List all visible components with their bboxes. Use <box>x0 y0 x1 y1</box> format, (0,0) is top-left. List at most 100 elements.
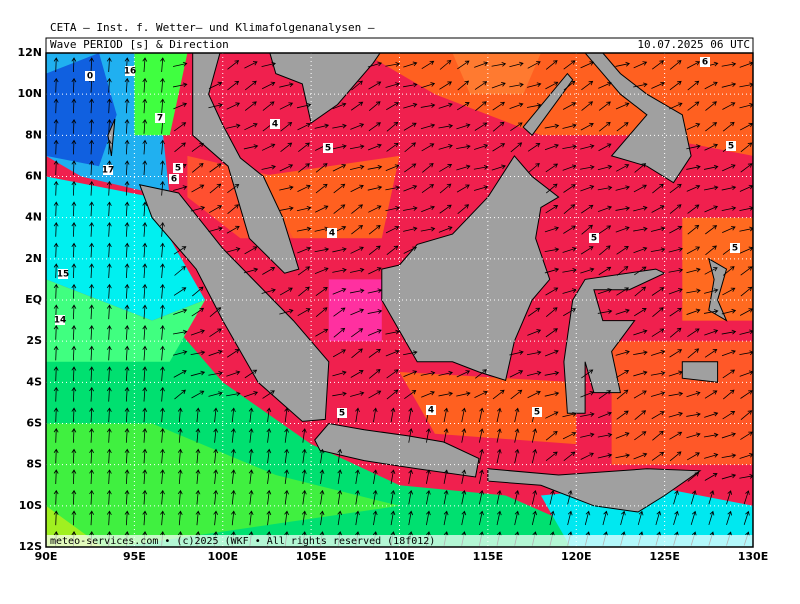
lat-label: 2S <box>26 334 42 347</box>
arrow <box>686 184 701 192</box>
arrow <box>349 288 365 294</box>
arrow <box>266 510 272 526</box>
arrow <box>124 489 130 505</box>
arrow <box>390 407 396 423</box>
arrow <box>177 407 183 423</box>
arrow <box>526 370 542 376</box>
arrow <box>173 308 188 315</box>
arrow <box>616 246 629 255</box>
arrow <box>426 510 431 526</box>
arrow <box>668 411 683 418</box>
arrow <box>106 510 112 526</box>
contour-label-box <box>327 228 337 238</box>
arrow <box>177 448 183 464</box>
arrow <box>296 226 312 232</box>
arrow <box>213 510 219 526</box>
arrow <box>443 407 449 423</box>
arrow <box>562 267 577 273</box>
arrow <box>349 267 365 273</box>
arrow <box>386 389 399 400</box>
arrow <box>160 469 165 485</box>
arrow <box>509 102 524 109</box>
arrow <box>226 370 241 377</box>
arrow <box>510 122 523 132</box>
contour-label-box <box>125 66 135 76</box>
arrow <box>633 350 648 356</box>
arrow <box>208 349 223 357</box>
arrow <box>106 448 112 464</box>
arrow <box>368 81 382 90</box>
arrow <box>438 102 453 109</box>
arrow <box>703 432 719 438</box>
arrow <box>668 247 684 253</box>
arrow <box>562 288 577 294</box>
arrow <box>106 283 112 299</box>
arrow <box>142 98 148 114</box>
arrow <box>367 143 382 151</box>
arrow <box>332 287 347 295</box>
arrow <box>71 201 77 217</box>
arrow <box>106 407 112 423</box>
arrow <box>580 144 595 150</box>
arrow <box>567 510 573 526</box>
arrow <box>226 225 240 234</box>
arrow <box>248 407 254 423</box>
arrow <box>284 469 289 484</box>
arrow <box>722 411 736 420</box>
arrow <box>297 246 311 254</box>
arrow <box>620 510 626 526</box>
lat-label: 12N <box>17 46 42 59</box>
arrow <box>703 309 719 314</box>
arrow <box>177 469 183 485</box>
arrow <box>372 407 378 423</box>
arrow <box>687 224 700 235</box>
arrow <box>580 390 595 398</box>
arrow <box>248 428 254 443</box>
arrow <box>634 163 647 173</box>
arrow <box>686 432 701 439</box>
arrow <box>266 428 272 443</box>
arrow <box>510 142 523 153</box>
arrow <box>634 266 647 276</box>
arrow <box>298 163 310 173</box>
arrow <box>350 184 364 193</box>
contour-label: 4 <box>329 229 335 239</box>
arrow <box>581 101 594 111</box>
arrow <box>615 350 630 356</box>
arrow <box>53 201 59 217</box>
arrow <box>580 432 595 438</box>
arrow <box>279 185 294 191</box>
arrow <box>173 185 188 191</box>
arrow <box>284 510 289 526</box>
arrow <box>580 267 595 274</box>
arrow <box>71 386 77 402</box>
lat-label: 4N <box>25 211 42 224</box>
arrow <box>743 510 750 525</box>
arrow <box>651 81 665 89</box>
arrow <box>598 101 611 111</box>
arrow <box>213 407 219 423</box>
arrow <box>71 222 77 237</box>
arrow <box>243 267 259 274</box>
arrow <box>686 164 701 170</box>
arrow <box>226 247 241 253</box>
arrow <box>89 386 95 402</box>
arrow <box>492 121 505 132</box>
arrow <box>160 283 165 299</box>
arrow <box>598 266 612 276</box>
arrow <box>386 245 399 256</box>
arrow <box>743 490 750 505</box>
contour-label-box <box>726 141 736 151</box>
contour-label-box <box>85 71 95 81</box>
arrow <box>673 490 679 505</box>
arrow <box>350 328 364 338</box>
field-patch <box>611 341 753 465</box>
landmass <box>138 184 330 422</box>
arrow <box>708 490 715 505</box>
arrow <box>580 204 594 214</box>
arrow <box>173 350 188 356</box>
arrow <box>106 222 112 237</box>
arrow <box>597 309 613 314</box>
arrow <box>687 472 700 482</box>
arrow <box>669 431 683 440</box>
